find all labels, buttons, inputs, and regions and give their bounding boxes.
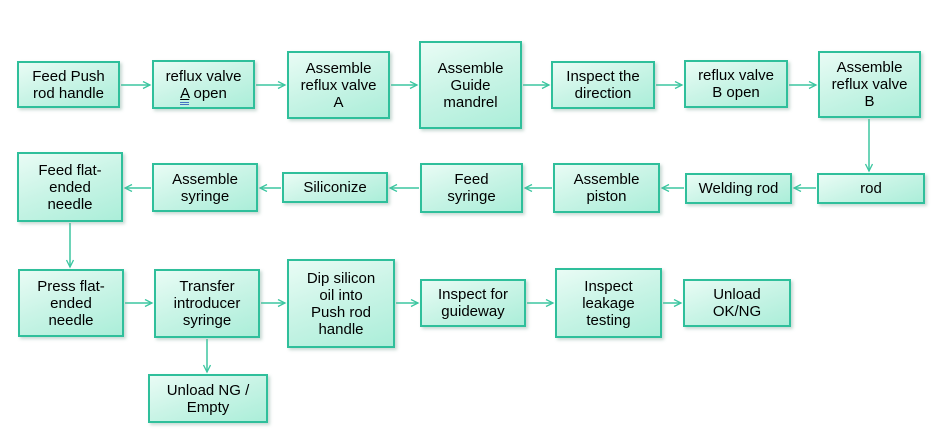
node-press-flat-ended-needle[interactable]: Press flat- ended needle — [18, 269, 124, 337]
node-label: Assemble syringe — [172, 170, 238, 205]
node-inspect-the-direction[interactable]: Inspect the direction — [551, 61, 655, 109]
node-label: reflux valve B open — [698, 67, 774, 101]
node-label: Assemble reflux valve B — [831, 59, 908, 110]
node-label: Welding rod — [698, 180, 779, 197]
node-label: Unload NG / Empty — [166, 381, 250, 416]
node-inspect-leakage-testing[interactable]: Inspect leakage testing — [555, 268, 662, 338]
node-unload-ng-empty[interactable]: Unload NG / Empty — [148, 374, 268, 423]
node-label: Assemble reflux valve A — [300, 59, 377, 111]
node-label: Dip silicon oil into Push rod handle — [306, 269, 376, 338]
node-assemble-reflux-valve-b[interactable]: Assemble reflux valve B — [818, 51, 921, 118]
node-label: Inspect leakage testing — [582, 277, 635, 329]
node-label: Inspect for guideway — [437, 286, 509, 320]
node-rod[interactable]: rod — [817, 173, 925, 204]
node-feed-flat-ended-needle[interactable]: Feed flat- ended needle — [17, 152, 123, 222]
node-assemble-piston[interactable]: Assemble piston — [553, 163, 660, 213]
node-label: rod — [860, 180, 882, 197]
node-label: Siliconize — [303, 179, 367, 196]
node-transfer-introducer-syringe[interactable]: Transfer introducer syringe — [154, 269, 260, 338]
node-label: Feed syringe — [447, 171, 496, 205]
node-reflux-valve-a-open[interactable]: reflux valve A open — [152, 60, 255, 109]
node-assemble-reflux-valve-a[interactable]: Assemble reflux valve A — [287, 51, 390, 119]
node-label: Assemble piston — [573, 171, 640, 205]
node-label: Feed Push rod handle — [32, 67, 105, 102]
node-inspect-for-guideway[interactable]: Inspect for guideway — [420, 279, 526, 327]
node-assemble-guide-mandrel[interactable]: Assemble Guide mandrel — [419, 41, 522, 129]
node-assemble-syringe[interactable]: Assemble syringe — [152, 163, 258, 212]
node-label: Inspect the direction — [566, 68, 640, 102]
node-unload-ok-ng[interactable]: Unload OK/NG — [683, 279, 791, 327]
node-label-line2: open — [189, 84, 227, 102]
node-siliconize[interactable]: Siliconize — [282, 172, 388, 203]
node-label: Assemble Guide mandrel — [437, 59, 504, 111]
node-label: Press flat- ended needle — [37, 277, 105, 329]
spellcheck-underlined-letter: A — [180, 84, 190, 105]
node-label: Transfer introducer syringe — [173, 278, 241, 329]
node-label: Feed flat- ended needle — [38, 161, 102, 213]
node-label: reflux valve A open — [165, 67, 242, 105]
node-label: Unload OK/NG — [712, 286, 762, 320]
node-dip-silicon-oil[interactable]: Dip silicon oil into Push rod handle — [287, 259, 395, 348]
node-feed-push-rod-handle[interactable]: Feed Push rod handle — [17, 61, 120, 108]
node-reflux-valve-b-open[interactable]: reflux valve B open — [684, 60, 788, 108]
node-feed-syringe[interactable]: Feed syringe — [420, 163, 523, 213]
node-welding-rod[interactable]: Welding rod — [685, 173, 792, 204]
node-label-line1: reflux valve — [165, 67, 242, 85]
